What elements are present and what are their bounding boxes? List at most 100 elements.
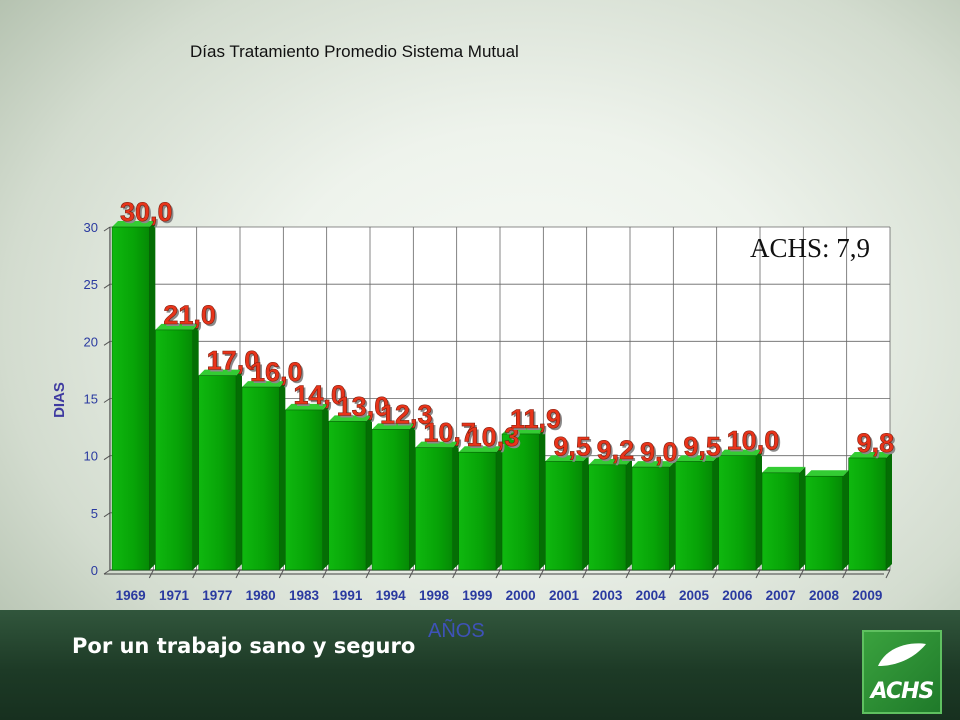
data-label-shadow: 10,3 — [469, 424, 522, 454]
y-tick — [103, 340, 111, 346]
bar-side — [626, 458, 632, 570]
bar-side — [236, 369, 242, 570]
data-label-shadow: 9,2 — [599, 437, 637, 467]
bar-top — [632, 461, 676, 468]
data-label: 9,0 — [640, 437, 678, 467]
bar — [631, 466, 670, 571]
y-tick-label: 0 — [91, 563, 98, 578]
y-tick — [103, 569, 111, 575]
x-tick — [668, 569, 674, 579]
bar — [241, 386, 280, 571]
bar-side — [712, 455, 719, 570]
bar-side — [496, 446, 502, 570]
x-tick — [625, 569, 631, 579]
achs-annotation: ACHS: 7,9 — [750, 233, 870, 263]
x-tick — [538, 569, 544, 579]
bar — [805, 475, 843, 571]
footer-banner: Por un trabajo sano y seguro ACHS — [0, 610, 960, 720]
bar — [675, 461, 713, 571]
y-tick-label: 5 — [91, 506, 98, 521]
tick-labels: 0 5 10 15 20 25 30 1969 1971 1977 1980 1983 1991 1994… — [84, 220, 883, 603]
bar-top — [372, 423, 416, 430]
data-label-shadow: 9,8 — [859, 430, 897, 460]
x-tick-label: 2000 — [506, 588, 536, 603]
bars — [111, 221, 892, 571]
bar-top — [805, 470, 849, 477]
bar — [155, 329, 193, 571]
bar-side — [279, 381, 286, 570]
x-tick-label: 2004 — [636, 588, 667, 603]
x-tick-label: 1983 — [289, 588, 320, 603]
bar-top — [762, 466, 806, 473]
x-tick-label: 2009 — [852, 588, 882, 603]
x-tick-label: 1994 — [376, 588, 407, 603]
data-label: 9,2 — [597, 435, 635, 465]
logo-text: ACHS — [870, 679, 935, 704]
y-tick-label: 20 — [84, 334, 98, 349]
bar — [588, 464, 627, 571]
bar-top — [198, 369, 242, 376]
bar-side — [366, 415, 372, 570]
data-label: 16,0 — [250, 357, 303, 387]
data-label: 14,0 — [293, 380, 346, 410]
leaf-icon — [878, 643, 926, 666]
bar — [415, 447, 453, 571]
bar-top — [458, 446, 502, 453]
axes — [103, 226, 891, 579]
x-axis-label: AÑOS — [428, 620, 485, 642]
data-label: 10,3 — [467, 422, 520, 452]
bar — [458, 451, 497, 571]
x-tick — [278, 569, 284, 579]
y-tick — [103, 512, 111, 518]
x-tick-label: 1999 — [462, 588, 492, 603]
x-tick-label: 2008 — [809, 588, 840, 603]
bar-side — [409, 423, 416, 570]
bar-chart: 0 5 10 15 20 25 30 1969 1971 1977 1980 1983 1991 1994… — [51, 197, 897, 603]
data-label-shadow: 9,0 — [642, 439, 680, 469]
x-tick — [192, 569, 198, 579]
x-tick-label: 1980 — [246, 588, 276, 603]
data-label: 9,5 — [553, 431, 591, 461]
x-tick-label: 2006 — [722, 588, 753, 603]
data-label-shadow: 10,7 — [425, 420, 478, 450]
x-tick-label: 1977 — [202, 588, 232, 603]
x-tick-label: 2001 — [549, 588, 580, 603]
y-tick — [103, 283, 111, 289]
x-tick-label: 2003 — [592, 588, 623, 603]
x-tick-label: 2007 — [766, 588, 796, 603]
bar — [111, 226, 150, 571]
data-label-shadow: 14,0 — [295, 382, 348, 412]
bar-side — [799, 466, 806, 570]
achs-logo: ACHS — [862, 630, 942, 714]
data-label-shadow: 13,0 — [339, 393, 392, 423]
data-label: 17,0 — [207, 346, 260, 376]
bar-side — [842, 470, 849, 570]
bar-side — [192, 323, 199, 570]
bar — [718, 455, 757, 571]
x-tick — [408, 569, 414, 579]
bar-top — [242, 381, 286, 388]
bar-top — [415, 441, 459, 448]
y-tick — [103, 455, 111, 461]
footer-slogan: Por un trabajo sano y seguro — [72, 634, 416, 658]
data-label: 9,8 — [857, 428, 895, 458]
bar — [285, 409, 323, 571]
y-tick — [103, 226, 111, 232]
y-tick-label: 25 — [84, 277, 98, 292]
bar-top — [502, 427, 546, 434]
bar — [328, 421, 367, 571]
bar-top — [155, 323, 199, 330]
bar-side — [582, 455, 589, 570]
data-label: 11,9 — [510, 404, 561, 434]
data-label-shadow: 10,0 — [729, 428, 782, 458]
bar-side — [322, 403, 329, 570]
data-label-shadow: 9,5 — [555, 433, 593, 463]
x-tick — [755, 569, 761, 579]
data-labels: 30,030,021,021,017,017,016,016,014,014,0… — [120, 197, 897, 469]
x-tick — [365, 569, 371, 579]
data-label: 10,0 — [727, 426, 780, 456]
bar-top — [545, 455, 589, 462]
data-label-shadow: 9,5 — [685, 433, 723, 463]
x-tick-label: 1991 — [332, 588, 363, 603]
x-tick-label: 1969 — [116, 588, 146, 603]
